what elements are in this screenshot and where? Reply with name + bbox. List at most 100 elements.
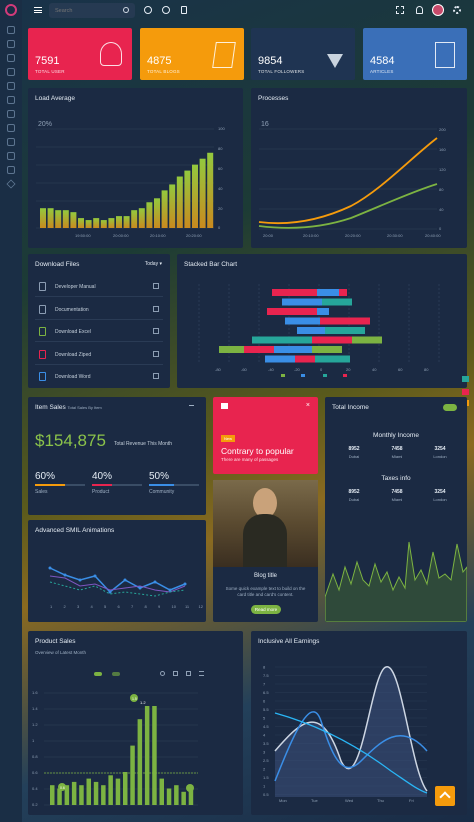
side-tab[interactable] bbox=[462, 389, 469, 395]
search-icon[interactable] bbox=[123, 7, 129, 13]
toggle-switch[interactable] bbox=[443, 404, 457, 411]
close-icon[interactable]: × bbox=[305, 402, 310, 409]
scroll-top-button[interactable] bbox=[435, 786, 455, 806]
chart-toolbar-icon[interactable] bbox=[173, 671, 178, 676]
low-marker bbox=[58, 783, 66, 791]
at-icon[interactable] bbox=[162, 6, 170, 14]
read-more-button[interactable]: Read more bbox=[251, 605, 281, 614]
alert-icon[interactable] bbox=[6, 179, 16, 189]
folder-icon[interactable] bbox=[7, 96, 15, 104]
vue-logo-icon bbox=[327, 54, 343, 68]
blog-card: Blog title Some quick example text to bu… bbox=[213, 480, 318, 622]
pencil-icon[interactable] bbox=[7, 54, 15, 62]
search-input[interactable] bbox=[55, 6, 115, 15]
chat-icon[interactable] bbox=[144, 6, 152, 14]
y-tick: 80 bbox=[218, 146, 223, 151]
grid-icon[interactable] bbox=[7, 40, 15, 48]
file-row[interactable]: Download Word bbox=[35, 367, 163, 387]
income-city: London bbox=[433, 454, 447, 459]
box-icon[interactable] bbox=[7, 138, 15, 146]
monitor-icon[interactable] bbox=[7, 26, 15, 34]
smil-chart: 1 2 3 4 5 6 7 8 9 10 11 12 bbox=[48, 566, 204, 609]
y-tick: 0.4 bbox=[32, 786, 38, 791]
x-tick: 6 bbox=[118, 604, 121, 609]
y-tick: 1.4 bbox=[32, 706, 38, 711]
settings-icon[interactable] bbox=[453, 6, 461, 14]
y-tick: 4.5 bbox=[263, 724, 269, 729]
bar-segment bbox=[339, 289, 347, 296]
bar bbox=[181, 791, 186, 805]
file-name: Download Word bbox=[55, 374, 91, 380]
file-row[interactable]: Download Ziped bbox=[35, 345, 163, 365]
search-box[interactable] bbox=[49, 3, 135, 18]
layers-icon[interactable] bbox=[7, 124, 15, 132]
promo-card[interactable]: × New Contrary to popular There are many… bbox=[213, 397, 318, 474]
collapse-icon[interactable] bbox=[189, 405, 194, 406]
bar-segment bbox=[274, 346, 312, 353]
calendar-icon[interactable] bbox=[7, 82, 15, 90]
bar bbox=[161, 190, 168, 228]
lock-icon[interactable] bbox=[7, 166, 15, 174]
file-name: Download Excel bbox=[55, 329, 91, 335]
bar bbox=[184, 170, 191, 228]
stat-value: 4875 bbox=[147, 55, 172, 67]
download-icon[interactable] bbox=[186, 671, 191, 676]
clipboard-icon[interactable] bbox=[181, 6, 187, 14]
stat-label: ARTICLES bbox=[370, 69, 394, 74]
logo[interactable] bbox=[5, 4, 17, 16]
file-row[interactable]: Download Excel bbox=[35, 322, 163, 342]
peak-marker bbox=[130, 694, 138, 702]
x-tick: -40 bbox=[268, 367, 275, 372]
x-tick: 20:10:00 bbox=[150, 233, 166, 238]
y-tick: 3.5 bbox=[263, 741, 269, 746]
bar-segment bbox=[219, 346, 244, 353]
file-row[interactable]: Documentation bbox=[35, 300, 163, 320]
y-tick: 40 bbox=[439, 207, 444, 212]
bar bbox=[123, 772, 128, 805]
stat-label: TOTAL BLOGS bbox=[147, 69, 180, 74]
data-point bbox=[48, 566, 52, 570]
y-tick: 1 bbox=[263, 784, 266, 789]
bar bbox=[100, 220, 107, 228]
progress-fill bbox=[92, 484, 112, 486]
clock-icon[interactable] bbox=[7, 152, 15, 160]
zoom-icon[interactable] bbox=[160, 671, 165, 676]
bar bbox=[137, 719, 143, 805]
mail-icon[interactable] bbox=[7, 110, 15, 118]
bar-segment bbox=[295, 355, 315, 363]
y-tick: 5 bbox=[263, 716, 266, 721]
x-tick: 10 bbox=[172, 604, 177, 609]
download-icon[interactable] bbox=[153, 306, 159, 312]
x-tick: 40 bbox=[372, 367, 377, 372]
bar bbox=[86, 778, 91, 805]
period-dropdown[interactable]: Today ▾ bbox=[144, 261, 162, 267]
income-value: 7458 bbox=[391, 446, 403, 452]
download-icon[interactable] bbox=[153, 373, 159, 379]
bar bbox=[144, 706, 150, 805]
bell-icon[interactable] bbox=[416, 6, 423, 14]
download-icon[interactable] bbox=[153, 351, 159, 357]
series-line-blue bbox=[274, 711, 428, 782]
x-tick: 60 bbox=[398, 367, 403, 372]
bar bbox=[116, 216, 122, 228]
avatar[interactable] bbox=[432, 4, 444, 16]
download-icon[interactable] bbox=[153, 328, 159, 334]
chart-icon[interactable] bbox=[7, 68, 15, 76]
data-point bbox=[138, 586, 142, 590]
file-row[interactable]: Developer Manual bbox=[35, 277, 163, 297]
menu-icon[interactable] bbox=[199, 671, 204, 676]
download-icon[interactable] bbox=[153, 283, 159, 289]
menu-icon[interactable] bbox=[34, 7, 42, 13]
bar bbox=[123, 216, 130, 228]
stat-card-blogs: 4875 TOTAL BLOGS bbox=[140, 28, 244, 80]
y-tick: 1.6 bbox=[32, 690, 38, 695]
zip-icon bbox=[39, 350, 46, 359]
y-tick: 1 bbox=[32, 738, 35, 743]
document-icon bbox=[39, 305, 46, 314]
series-line-purple bbox=[49, 575, 186, 593]
y-tick: 200 bbox=[439, 127, 446, 132]
fullscreen-icon[interactable] bbox=[396, 6, 404, 14]
side-tab[interactable] bbox=[462, 376, 469, 382]
legend-swatch bbox=[112, 672, 120, 676]
y-tick: 60 bbox=[218, 166, 223, 171]
